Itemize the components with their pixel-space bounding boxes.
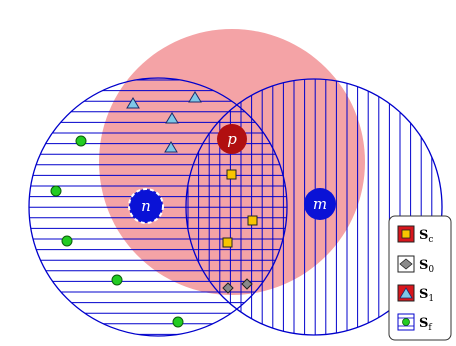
legend-box <box>388 215 452 341</box>
legend-subscript: f <box>428 323 432 333</box>
node-m-label: m <box>313 195 327 213</box>
legend: Sc S0 S1 Sf <box>388 215 452 341</box>
legend-subscript: c <box>428 235 433 245</box>
circle-marker <box>50 185 62 197</box>
node-n: n <box>128 188 164 224</box>
circle-marker <box>61 235 73 247</box>
legend-item-s1: S1 <box>397 284 434 304</box>
legend-symbol: S <box>419 258 428 273</box>
legend-symbol: S <box>419 316 428 331</box>
diamond-markers <box>222 278 253 294</box>
node-p-label: p <box>227 130 237 148</box>
square-marker <box>247 215 258 226</box>
svg-text:Sf: Sf <box>419 316 432 333</box>
right-circle-outline <box>185 78 443 336</box>
circle-markers <box>50 135 184 328</box>
square-markers <box>222 169 258 248</box>
triangle-marker <box>126 97 140 109</box>
svg-text:S1: S1 <box>419 287 434 304</box>
triangle-marker <box>164 141 178 153</box>
triangle-marker <box>165 112 179 124</box>
triangle-markers <box>126 91 202 153</box>
left-circle-outline <box>28 77 288 337</box>
legend-item-sc: Sc <box>397 225 433 245</box>
legend-symbol: S <box>419 287 428 302</box>
circle-marker <box>75 135 87 147</box>
legend-subscript: 0 <box>428 265 434 275</box>
node-n-label: n <box>141 197 151 215</box>
triangle-marker <box>188 91 202 103</box>
legend-symbol: S <box>419 228 428 243</box>
svg-text:Sc: Sc <box>419 228 433 245</box>
circle-marker <box>111 274 123 286</box>
legend-subscript: 1 <box>428 294 434 304</box>
legend-item-sf: Sf <box>397 313 432 333</box>
square-marker <box>226 169 237 180</box>
pink-region <box>99 29 365 295</box>
node-p: p <box>217 124 247 154</box>
diamond-marker <box>222 282 234 294</box>
square-marker <box>222 237 233 248</box>
circle-marker <box>172 316 184 328</box>
diamond-marker <box>241 278 253 290</box>
legend-item-s0: S0 <box>397 255 434 275</box>
svg-text:S0: S0 <box>419 258 434 275</box>
node-m: m <box>304 188 336 220</box>
